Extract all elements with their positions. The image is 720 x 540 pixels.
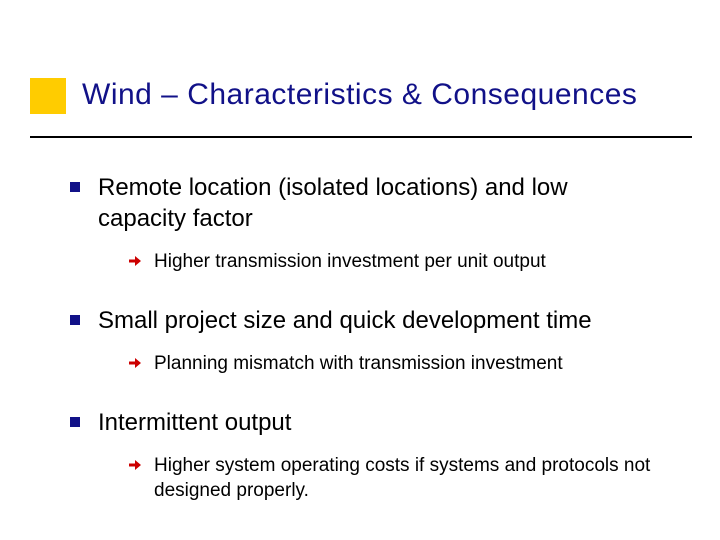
slide-title: Wind – Characteristics & Consequences (82, 78, 692, 112)
square-bullet-icon (70, 182, 80, 192)
title-wrap: Wind – Characteristics & Consequences (82, 78, 692, 112)
list-item: Remote location (isolated locations) and… (70, 172, 660, 234)
list-subitem: Higher transmission investment per unit … (128, 250, 660, 275)
list-item: Intermittent output (70, 407, 660, 438)
slide-body: Remote location (isolated locations) and… (70, 172, 660, 534)
list-item-text: Remote location (isolated locations) and… (98, 172, 660, 234)
slide: Wind – Characteristics & Consequences Re… (0, 0, 720, 540)
title-underline (30, 136, 692, 138)
arrow-right-icon (128, 458, 142, 472)
list-item: Small project size and quick development… (70, 305, 660, 336)
list-subitem-text: Higher system operating costs if systems… (154, 454, 660, 503)
list-subitem: Higher system operating costs if systems… (128, 454, 660, 503)
accent-square (30, 78, 66, 114)
square-bullet-icon (70, 315, 80, 325)
square-bullet-icon (70, 417, 80, 427)
list-subitem-text: Planning mismatch with transmission inve… (154, 352, 660, 377)
list-item-text: Intermittent output (98, 407, 660, 438)
arrow-right-icon (128, 356, 142, 370)
list-item-text: Small project size and quick development… (98, 305, 660, 336)
arrow-right-icon (128, 254, 142, 268)
list-subitem: Planning mismatch with transmission inve… (128, 352, 660, 377)
list-subitem-text: Higher transmission investment per unit … (154, 250, 660, 275)
